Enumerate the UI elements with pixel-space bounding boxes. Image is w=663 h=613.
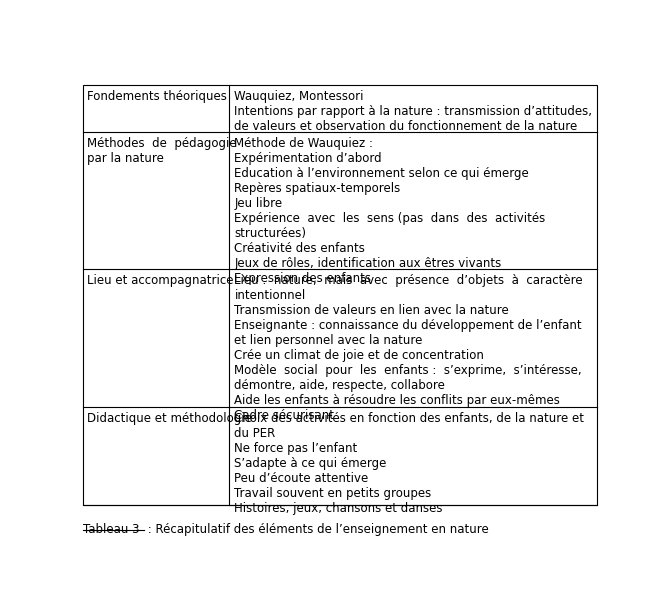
Text: Méthodes  de  pédagogie
par la nature: Méthodes de pédagogie par la nature xyxy=(87,137,237,165)
Text: Tableau 3: Tableau 3 xyxy=(83,523,139,536)
Text: Choix des activités en fonction des enfants, de la nature et
du PER
Ne force pas: Choix des activités en fonction des enfa… xyxy=(235,412,585,515)
Text: Lieu et accompagnatrice: Lieu et accompagnatrice xyxy=(87,274,233,287)
Bar xyxy=(83,85,597,506)
Text: : Récapitulatif des éléments de l’enseignement en nature: : Récapitulatif des éléments de l’enseig… xyxy=(143,523,488,536)
Text: Wauquiez, Montessori
Intentions par rapport à la nature : transmission d’attitud: Wauquiez, Montessori Intentions par rapp… xyxy=(235,90,593,133)
Text: Didactique et méthodologie: Didactique et méthodologie xyxy=(87,412,252,425)
Text: Lieu :  nature,  mais  avec  présence  d’objets  à  caractère
intentionnel
Trans: Lieu : nature, mais avec présence d’obje… xyxy=(235,274,583,422)
Text: Méthode de Wauquiez :
Expérimentation d’abord
Education à l’environnement selon : Méthode de Wauquiez : Expérimentation d’… xyxy=(235,137,546,285)
Text: Fondements théoriques: Fondements théoriques xyxy=(87,90,227,103)
